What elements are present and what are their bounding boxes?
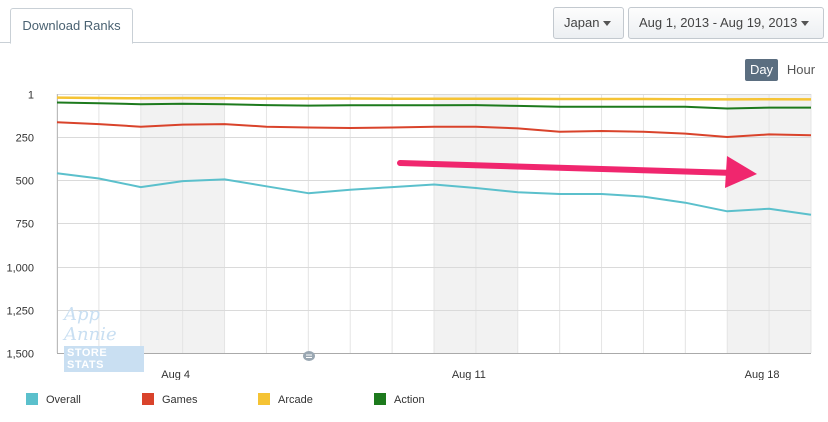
country-dropdown[interactable]: Japan	[553, 7, 624, 39]
y-tick-label: 1,000	[6, 263, 34, 275]
legend-label-arcade: Arcade	[278, 394, 313, 406]
legend-item-overall[interactable]: Overall	[26, 393, 81, 407]
legend-item-action[interactable]: Action	[374, 393, 425, 407]
series-lines	[56, 96, 812, 216]
y-tick-label: 1	[28, 90, 34, 102]
y-tick-label: 500	[16, 176, 34, 188]
period-day-button[interactable]: Day	[745, 59, 778, 81]
watermark-line1: App Annie	[64, 304, 117, 345]
series-line-arcade	[56, 96, 812, 101]
y-tick-label: 1,500	[6, 349, 34, 361]
annotation-arrow-shaft	[397, 160, 738, 176]
legend-swatch-overall	[26, 393, 38, 405]
annotations	[303, 156, 757, 361]
legend-swatch-games	[142, 393, 154, 405]
legend-swatch-action	[374, 393, 386, 405]
series-line-overall	[56, 172, 812, 216]
y-tick-label: 250	[16, 133, 34, 145]
legend-swatch-arcade	[258, 393, 270, 405]
country-value: Japan	[564, 15, 600, 30]
chevron-down-icon	[801, 21, 810, 27]
y-tick-label: 750	[16, 219, 34, 231]
y-tick-label: 1,250	[6, 306, 34, 318]
watermark-line2: STORE STATS	[64, 346, 144, 372]
period-hour-button[interactable]: Hour	[786, 62, 816, 77]
tab-download-ranks[interactable]: Download Ranks	[10, 8, 133, 44]
legend-label-overall: Overall	[46, 394, 81, 406]
legend-label-action: Action	[394, 394, 425, 406]
legend-item-arcade[interactable]: Arcade	[258, 393, 313, 407]
legend-item-games[interactable]: Games	[142, 393, 197, 407]
date-range-value: Aug 1, 2013 - Aug 19, 2013	[639, 15, 798, 30]
comment-icon	[303, 351, 315, 361]
date-range-dropdown[interactable]: Aug 1, 2013 - Aug 19, 2013	[628, 7, 824, 39]
app-annie-watermark: App Annie STORE STATS	[64, 305, 144, 373]
y-axis: 1 250 500 750 1,000 1,250 1,500	[6, 90, 34, 361]
series-line-action	[56, 101, 811, 110]
x-tick-label: Aug 18	[745, 369, 780, 380]
x-tick-label: Aug 4	[161, 369, 190, 380]
legend-label-games: Games	[162, 394, 198, 406]
x-tick-label: Aug 11	[452, 369, 486, 380]
annotation-arrowhead	[725, 156, 757, 188]
series-line-games	[56, 121, 812, 138]
x-axis: Aug 4 Aug 11 Aug 18	[161, 369, 779, 380]
tab-bar	[0, 0, 828, 43]
chevron-down-icon	[603, 21, 612, 27]
